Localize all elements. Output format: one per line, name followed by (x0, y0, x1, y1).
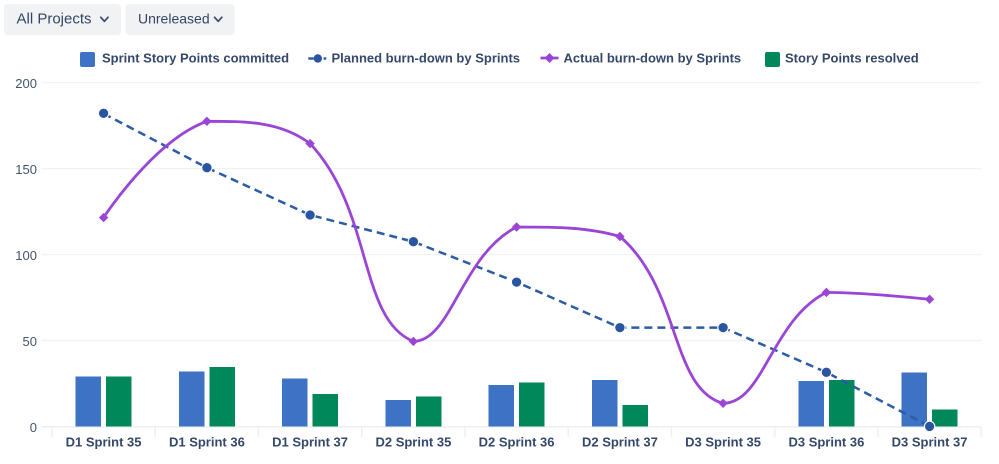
svg-text:D3 Sprint 36: D3 Sprint 36 (788, 435, 864, 450)
svg-text:0: 0 (30, 420, 37, 435)
svg-text:D2 Sprint 35: D2 Sprint 35 (375, 435, 451, 450)
svg-text:D3 Sprint 35: D3 Sprint 35 (685, 435, 761, 450)
svg-text:50: 50 (23, 334, 37, 349)
svg-text:D2 Sprint 36: D2 Sprint 36 (479, 435, 555, 450)
svg-text:Planned burn-down by Sprints: Planned burn-down by Sprints (332, 51, 521, 66)
svg-text:D2 Sprint 37: D2 Sprint 37 (582, 435, 658, 450)
svg-text:200: 200 (15, 76, 37, 91)
svg-text:100: 100 (15, 248, 37, 263)
svg-text:All Projects: All Projects (17, 11, 92, 28)
svg-text:Story Points resolved: Story Points resolved (785, 51, 919, 66)
svg-text:150: 150 (15, 162, 37, 177)
svg-text:D1 Sprint 37: D1 Sprint 37 (272, 435, 348, 450)
svg-text:D1 Sprint 35: D1 Sprint 35 (66, 435, 142, 450)
svg-text:D3 Sprint 37: D3 Sprint 37 (892, 435, 968, 450)
svg-text:Actual burn-down by Sprints: Actual burn-down by Sprints (564, 51, 742, 66)
svg-text:D1 Sprint 36: D1 Sprint 36 (169, 435, 245, 450)
svg-text:Sprint Story Points committed: Sprint Story Points committed (102, 51, 289, 66)
svg-text:Unreleased: Unreleased (138, 11, 210, 27)
